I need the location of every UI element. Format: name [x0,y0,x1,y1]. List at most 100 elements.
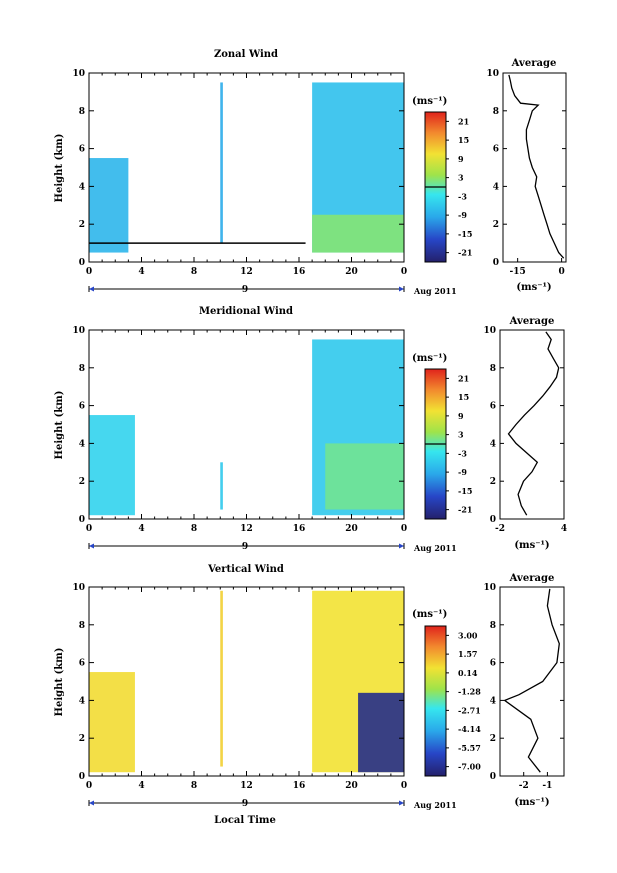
average-y-tick-label: 8 [490,621,496,631]
average-xlabel: (ms⁻¹) [516,282,551,293]
average-y-tick-label: 6 [490,402,496,412]
date-axis-arrow [399,286,404,292]
x-tick-label: 12 [240,267,253,277]
panel-title: Meridional Wind [199,306,293,317]
average-y-tick-label: 6 [493,145,499,155]
average-profile-line [508,74,565,259]
average-xlabel: (ms⁻¹) [514,797,549,808]
colorbar-tick-label: -2.71 [458,705,481,715]
heatmap-region [220,590,223,767]
colorbar-tick-label: -5.57 [458,743,481,753]
average-y-tick-label: 2 [490,734,496,744]
colorbar-tick-label: -21 [458,505,472,515]
date-axis-arrow [89,543,94,549]
x-tick-label: 20 [345,267,358,277]
colorbar-tick-label: -3 [458,448,467,458]
average-profile-line [507,331,560,516]
date-label: 9 [242,285,248,295]
heatmap-layer [89,82,404,253]
heatmap-region [220,82,223,244]
y-tick-label: 0 [79,515,85,525]
average-y-tick-label: 4 [493,182,499,192]
y-tick-label: 8 [79,107,85,117]
x-tick-label: 20 [345,781,358,791]
colorbar-tick-label: -3 [458,191,467,201]
colorbar-tick-label: 3 [458,430,464,440]
date-axis-arrow [89,286,94,292]
colorbar-tick-label: 3 [458,173,464,183]
colorbar: (ms⁻¹) 21 15 9 3 -3 -9 -15 -21 [412,353,472,520]
ylabel: Height (km) [54,134,65,203]
y-tick-label: 0 [79,772,85,782]
heatmap-region [89,672,135,773]
average-y-tick-label: 0 [490,515,496,525]
x-tick-label: 4 [138,524,144,534]
heatmap-region [312,214,404,253]
average-panel: Average (ms⁻¹) 0 2 4 6 8 10 -2 4 [483,316,567,551]
x-tick-label: 16 [293,267,306,277]
colorbar-tick-label: -7.00 [458,762,481,772]
average-x-tick-label: 0 [558,267,564,277]
average-y-tick-label: 10 [483,326,496,336]
date-text: Aug 2011 [413,543,457,553]
x-tick-label: 0 [401,524,407,534]
colorbar-unit: (ms⁻¹) [412,353,447,364]
average-y-tick-label: 0 [490,772,496,782]
average-y-tick-label: 10 [483,583,496,593]
y-tick-label: 8 [79,621,85,631]
heatmap-region [89,415,135,516]
average-panel: Average (ms⁻¹) 0 2 4 6 8 10 -2 -1 [483,573,565,808]
x-tick-label: 0 [86,267,92,277]
x-tick-label: 8 [191,781,197,791]
colorbar-tick-label: -9 [458,210,467,220]
date-axis-arrow [89,800,94,806]
colorbar-tick-label: 9 [458,154,464,164]
x-tick-label: 16 [293,781,306,791]
colorbar-tick-label: 21 [458,116,469,126]
x-tick-label: 8 [191,267,197,277]
average-xlabel: (ms⁻¹) [514,540,549,551]
heatmap-region [220,462,223,510]
x-tick-label: 12 [240,524,253,534]
average-panel: Average (ms⁻¹) 0 2 4 6 8 10 -15 0 [486,58,567,293]
average-y-tick-label: 2 [490,477,496,487]
average-y-tick-label: 0 [493,258,499,268]
colorbar-tick-label: -1.28 [458,687,481,697]
colorbar-tick-label: 15 [458,392,469,402]
colorbar-gradient [424,625,447,777]
y-tick-label: 8 [79,364,85,374]
average-x-tick-label: -1 [542,781,552,791]
average-y-tick-label: 8 [490,364,496,374]
x-tick-label: 0 [86,781,92,791]
average-x-tick-label: -15 [510,267,526,277]
y-tick-label: 4 [79,439,85,449]
colorbar-tick-label: -9 [458,467,467,477]
average-x-tick-label: -2 [495,524,505,534]
colorbar: (ms⁻¹) 3.00 1.57 0.14 -1.28 -2.71 -4.14 -5.57 -… [412,609,481,777]
colorbar-tick-label: -21 [458,248,472,258]
colorbar-tick-label: -4.14 [458,724,481,734]
date-axis-arrow [399,543,404,549]
y-tick-label: 10 [72,583,85,593]
panel-title: Zonal Wind [214,49,278,60]
average-title: Average [509,316,555,327]
average-y-tick-label: 4 [490,439,496,449]
heatmap-layer [89,339,404,516]
colorbar-tick-label: 1.57 [458,649,477,659]
date-axis: 9 Aug 2011 [88,542,457,553]
x-tick-label: 0 [401,781,407,791]
average-y-tick-label: 10 [486,69,499,79]
average-y-tick-label: 6 [490,659,496,669]
panel-meridional: Meridional Wind Height (km) 0 4 8 12 16 20 002… [54,306,567,553]
y-tick-label: 6 [79,402,85,412]
y-tick-label: 10 [72,69,85,79]
average-profile-line [503,588,560,773]
average-title: Average [509,573,555,584]
x-tick-label: 4 [138,267,144,277]
average-frame [502,72,567,263]
date-axis-arrow [399,800,404,806]
date-axis: 9 Aug 2011 [88,285,457,296]
x-tick-label: 0 [401,267,407,277]
